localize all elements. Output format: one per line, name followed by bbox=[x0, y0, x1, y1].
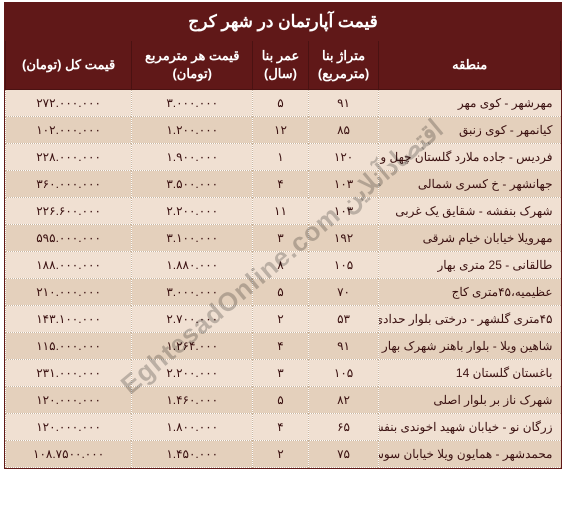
cell-total: ۵۹۵.۰۰۰.۰۰۰ bbox=[6, 225, 132, 252]
cell-total: ۱۲۰.۰۰۰.۰۰۰ bbox=[6, 414, 132, 441]
cell-area: ۹۱ bbox=[308, 90, 379, 117]
cell-ppm: ۳.۱۰۰.۰۰۰ bbox=[132, 225, 253, 252]
cell-total: ۲۳۱.۰۰۰.۰۰۰ bbox=[6, 360, 132, 387]
cell-area: ۱۰۳ bbox=[308, 198, 379, 225]
cell-age: ۱۱ bbox=[253, 198, 309, 225]
cell-region: زرگان نو - خیابان شهید اخوندی بنفشه bbox=[379, 414, 561, 441]
cell-area: ۷۰ bbox=[308, 279, 379, 306]
table-row: فردیس - جاده ملارد گلستان چهل و پنج۱۲۰۱۱… bbox=[6, 144, 561, 171]
cell-ppm: ۳.۵۰۰.۰۰۰ bbox=[132, 171, 253, 198]
cell-region: مهرشهر - کوی مهر bbox=[379, 90, 561, 117]
cell-region: مهرویلا خیابان خیام شرقی bbox=[379, 225, 561, 252]
col-header-area: متراژ بنا (مترمربع) bbox=[308, 41, 379, 90]
cell-region: فردیس - جاده ملارد گلستان چهل و پنج bbox=[379, 144, 561, 171]
cell-total: ۲۲۸.۰۰۰.۰۰۰ bbox=[6, 144, 132, 171]
cell-region: باغستان گلستان 14 bbox=[379, 360, 561, 387]
table-body: مهرشهر - کوی مهر۹۱۵۳.۰۰۰.۰۰۰۲۷۲.۰۰۰.۰۰۰ک… bbox=[6, 90, 561, 468]
cell-ppm: ۱.۲۶۴.۰۰۰ bbox=[132, 333, 253, 360]
cell-total: ۳۶۰.۰۰۰.۰۰۰ bbox=[6, 171, 132, 198]
table-row: محمدشهر - همایون ویلا خیابان سوسن۷۵۲۱.۴۵… bbox=[6, 441, 561, 468]
cell-area: ۱۲۰ bbox=[308, 144, 379, 171]
col-header-age: عمر بنا (سال) bbox=[253, 41, 309, 90]
table-row: جهانشهر - خ کسری شمالی۱۰۳۴۳.۵۰۰.۰۰۰۳۶۰.۰… bbox=[6, 171, 561, 198]
cell-region: شهرک بنفشه - شقایق یک غربی bbox=[379, 198, 561, 225]
col-header-total: قیمت کل (تومان) bbox=[6, 41, 132, 90]
table-row: شهرک بنفشه - شقایق یک غربی۱۰۳۱۱۲.۲۰۰.۰۰۰… bbox=[6, 198, 561, 225]
cell-age: ۵ bbox=[253, 279, 309, 306]
cell-area: ۸۲ bbox=[308, 387, 379, 414]
cell-age: ۴ bbox=[253, 171, 309, 198]
col-header-region: منطقه bbox=[379, 41, 561, 90]
table-row: مهرشهر - کوی مهر۹۱۵۳.۰۰۰.۰۰۰۲۷۲.۰۰۰.۰۰۰ bbox=[6, 90, 561, 117]
cell-age: ۱ bbox=[253, 144, 309, 171]
cell-region: عظیمیه،۴۵متری کاج bbox=[379, 279, 561, 306]
cell-total: ۱۴۳.۱۰۰.۰۰۰ bbox=[6, 306, 132, 333]
cell-area: ۶۵ bbox=[308, 414, 379, 441]
cell-age: ۴ bbox=[253, 333, 309, 360]
cell-region: ۴۵متری گلشهر - درختی بلوار حدادی bbox=[379, 306, 561, 333]
cell-total: ۲۱۰.۰۰۰.۰۰۰ bbox=[6, 279, 132, 306]
cell-area: ۱۰۵ bbox=[308, 360, 379, 387]
price-table-container: قیمت آپارتمان در شهر کرج منطقه متراژ بنا… bbox=[4, 2, 562, 469]
cell-age: ۳ bbox=[253, 225, 309, 252]
cell-region: طالقانی - 25 متری بهار bbox=[379, 252, 561, 279]
table-row: شهرک ناز بر بلوار اصلی۸۲۵۱.۴۶۰.۰۰۰۱۲۰.۰۰… bbox=[6, 387, 561, 414]
cell-region: کیانمهر - کوی زنبق bbox=[379, 117, 561, 144]
cell-ppm: ۱.۸۸۰.۰۰۰ bbox=[132, 252, 253, 279]
table-row: ۴۵متری گلشهر - درختی بلوار حدادی۵۳۲۲.۷۰۰… bbox=[6, 306, 561, 333]
cell-total: ۲۷۲.۰۰۰.۰۰۰ bbox=[6, 90, 132, 117]
cell-region: جهانشهر - خ کسری شمالی bbox=[379, 171, 561, 198]
table-title: قیمت آپارتمان در شهر کرج bbox=[6, 4, 561, 41]
cell-total: ۱۲۰.۰۰۰.۰۰۰ bbox=[6, 387, 132, 414]
cell-area: ۱۰۳ bbox=[308, 171, 379, 198]
table-row: مهرویلا خیابان خیام شرقی۱۹۲۳۳.۱۰۰.۰۰۰۵۹۵… bbox=[6, 225, 561, 252]
table-row: طالقانی - 25 متری بهار۱۰۵۸۱.۸۸۰.۰۰۰۱۸۸.۰… bbox=[6, 252, 561, 279]
table-row: زرگان نو - خیابان شهید اخوندی بنفشه۶۵۴۱.… bbox=[6, 414, 561, 441]
cell-ppm: ۱.۲۰۰.۰۰۰ bbox=[132, 117, 253, 144]
cell-ppm: ۱.۸۰۰.۰۰۰ bbox=[132, 414, 253, 441]
cell-total: ۲۲۶.۶۰۰.۰۰۰ bbox=[6, 198, 132, 225]
cell-ppm: ۲.۲۰۰.۰۰۰ bbox=[132, 360, 253, 387]
cell-age: ۲ bbox=[253, 441, 309, 468]
cell-ppm: ۱.۴۵۰.۰۰۰ bbox=[132, 441, 253, 468]
cell-age: ۵ bbox=[253, 387, 309, 414]
price-table: قیمت آپارتمان در شهر کرج منطقه متراژ بنا… bbox=[5, 3, 561, 468]
cell-ppm: ۳.۰۰۰.۰۰۰ bbox=[132, 90, 253, 117]
cell-age: ۲ bbox=[253, 306, 309, 333]
cell-total: ۱۸۸.۰۰۰.۰۰۰ bbox=[6, 252, 132, 279]
table-row: کیانمهر - کوی زنبق۸۵۱۲۱.۲۰۰.۰۰۰۱۰۲.۰۰۰.۰… bbox=[6, 117, 561, 144]
cell-region: شهرک ناز بر بلوار اصلی bbox=[379, 387, 561, 414]
cell-area: ۹۱ bbox=[308, 333, 379, 360]
cell-age: ۸ bbox=[253, 252, 309, 279]
cell-total: ۱۰۲.۰۰۰.۰۰۰ bbox=[6, 117, 132, 144]
cell-ppm: ۳.۰۰۰.۰۰۰ bbox=[132, 279, 253, 306]
cell-age: ۱۲ bbox=[253, 117, 309, 144]
table-row: عظیمیه،۴۵متری کاج۷۰۵۳.۰۰۰.۰۰۰۲۱۰.۰۰۰.۰۰۰ bbox=[6, 279, 561, 306]
cell-ppm: ۱.۴۶۰.۰۰۰ bbox=[132, 387, 253, 414]
cell-total: ۱۰۸.۷۵۰۰.۰۰۰ bbox=[6, 441, 132, 468]
cell-region: شاهین ویلا - بلوار باهنر شهرک بهار bbox=[379, 333, 561, 360]
table-row: باغستان گلستان 14۱۰۵۳۲.۲۰۰.۰۰۰۲۳۱.۰۰۰.۰۰… bbox=[6, 360, 561, 387]
cell-ppm: ۱.۹۰۰.۰۰۰ bbox=[132, 144, 253, 171]
table-row: شاهین ویلا - بلوار باهنر شهرک بهار۹۱۴۱.۲… bbox=[6, 333, 561, 360]
cell-age: ۳ bbox=[253, 360, 309, 387]
cell-area: ۸۵ bbox=[308, 117, 379, 144]
cell-area: ۱۰۵ bbox=[308, 252, 379, 279]
cell-total: ۱۱۵.۰۰۰.۰۰۰ bbox=[6, 333, 132, 360]
col-header-ppm: قیمت هر مترمربع (تومان) bbox=[132, 41, 253, 90]
cell-area: ۱۹۲ bbox=[308, 225, 379, 252]
cell-area: ۷۵ bbox=[308, 441, 379, 468]
cell-area: ۵۳ bbox=[308, 306, 379, 333]
cell-ppm: ۲.۲۰۰.۰۰۰ bbox=[132, 198, 253, 225]
cell-region: محمدشهر - همایون ویلا خیابان سوسن bbox=[379, 441, 561, 468]
cell-age: ۵ bbox=[253, 90, 309, 117]
cell-ppm: ۲.۷۰۰.۰۰۰ bbox=[132, 306, 253, 333]
cell-age: ۴ bbox=[253, 414, 309, 441]
